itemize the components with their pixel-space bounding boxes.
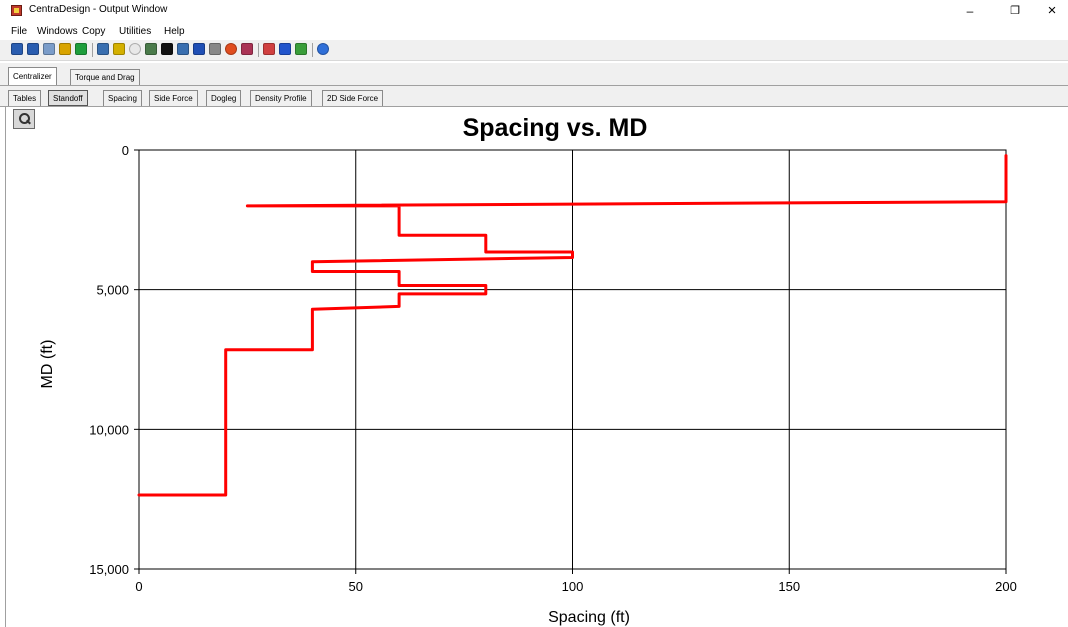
circle-icon[interactable] [129, 43, 141, 55]
x-tick-label: 0 [135, 579, 142, 594]
y-axis-label: MD (ft) [39, 340, 56, 389]
map-icon[interactable] [295, 43, 307, 55]
x-tick-label: 150 [778, 579, 800, 594]
secondary-tab-row: Tables Standoff Spacing Side Force Dogle… [0, 86, 1068, 107]
window-title: CentraDesign - Output Window [29, 4, 168, 15]
tab-density-profile[interactable]: Density Profile [250, 90, 312, 106]
menu-file[interactable]: File [11, 26, 28, 37]
magnifier-icon [19, 113, 30, 124]
title-bar: CentraDesign - Output Window – ❐ × [0, 0, 1068, 22]
zoom-button[interactable] [13, 109, 35, 129]
y-tick-label: 0 [122, 143, 129, 158]
menu-copy[interactable]: Copy [82, 26, 106, 37]
chart-icon[interactable] [97, 43, 109, 55]
blue-chart-icon[interactable] [193, 43, 205, 55]
x-tick-label: 50 [349, 579, 363, 594]
tools-icon[interactable] [241, 43, 253, 55]
bar-chart-icon[interactable] [177, 43, 189, 55]
tab-standoff[interactable]: Standoff [48, 90, 88, 106]
tab-torque-and-drag[interactable]: Torque and Drag [70, 69, 140, 85]
menu-utilities[interactable]: Utilities [119, 26, 152, 37]
menu-bar: File Windows Copy Utilities Help [0, 22, 1068, 40]
minimize-button[interactable]: – [966, 4, 974, 18]
color-wheel-icon[interactable] [225, 43, 237, 55]
toolbar [0, 40, 1068, 61]
grid-icon[interactable] [145, 43, 157, 55]
tab-side-force[interactable]: Side Force [149, 90, 198, 106]
black-square-icon[interactable] [161, 43, 173, 55]
x-axis-label: Spacing (ft) [548, 609, 630, 626]
primary-tab-row: Centralizer Torque and Drag [0, 63, 1068, 86]
save-icon[interactable] [27, 43, 39, 55]
menu-windows[interactable]: Windows [37, 26, 78, 37]
y-tick-label: 15,000 [89, 562, 129, 577]
tab-tables[interactable]: Tables [8, 90, 42, 106]
well-icon[interactable] [113, 43, 125, 55]
x-tick-label: 200 [995, 579, 1017, 594]
config-icon[interactable] [263, 43, 275, 55]
toolbar-separator [312, 43, 313, 57]
tab-2d-side-force[interactable]: 2D Side Force [322, 90, 384, 106]
toolbar-separator [258, 43, 259, 57]
close-button[interactable]: × [1047, 2, 1057, 19]
monitor-icon[interactable] [279, 43, 291, 55]
chart-title: Spacing vs. MD [463, 114, 648, 142]
toolbar-separator [92, 43, 93, 57]
spacing-series-line [137, 154, 1008, 497]
app-icon [11, 5, 22, 16]
help-icon[interactable] [317, 43, 329, 55]
menu-help[interactable]: Help [164, 26, 185, 37]
copy-icon[interactable] [43, 43, 55, 55]
gray-chart-icon[interactable] [209, 43, 221, 55]
y-tick-label: 10,000 [89, 422, 129, 437]
x-tick-label: 100 [562, 579, 584, 594]
open-icon[interactable] [11, 43, 23, 55]
export-icon[interactable] [59, 43, 71, 55]
y-tick-label: 5,000 [96, 283, 129, 298]
tab-spacing[interactable]: Spacing [103, 90, 142, 106]
print-icon[interactable] [75, 43, 87, 55]
restore-button[interactable]: ❐ [1010, 5, 1020, 17]
tab-centralizer[interactable]: Centralizer [8, 67, 57, 85]
tab-dogleg[interactable]: Dogleg [206, 90, 242, 106]
